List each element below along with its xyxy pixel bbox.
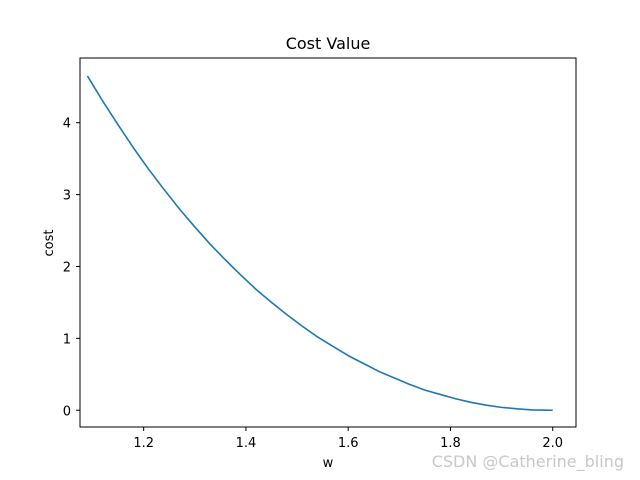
x-tick-label: 2.0 (542, 436, 563, 451)
chart-title: Cost Value (286, 34, 371, 53)
y-tick-label: 0 (63, 404, 71, 419)
y-tick-label: 1 (63, 332, 71, 347)
plot-area (86, 75, 553, 412)
x-tick-label: 1.6 (338, 436, 359, 451)
x-axis-label: w (323, 456, 334, 471)
y-tick-label: 3 (63, 189, 71, 204)
y-tick-label: 4 (63, 117, 71, 132)
x-tick-label: 1.2 (133, 436, 154, 451)
y-axis: 0 1 2 3 4 (63, 117, 80, 419)
x-tick-label: 1.4 (236, 436, 257, 451)
y-axis-label: cost (42, 230, 57, 257)
x-tick-label: 1.8 (440, 436, 461, 451)
x-axis: 1.2 1.4 1.6 1.8 2.0 (133, 427, 563, 451)
y-tick-label: 2 (63, 260, 71, 275)
axes-frame (79, 57, 577, 428)
series-line-0 (86, 75, 553, 412)
watermark-text: CSDN @Catherine_bling (432, 452, 624, 472)
